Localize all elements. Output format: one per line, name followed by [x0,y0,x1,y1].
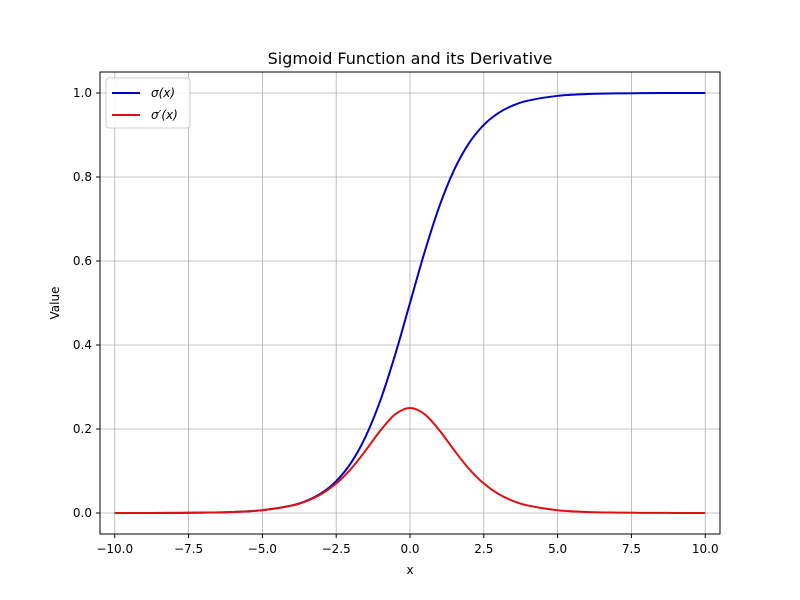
y-tick-label: 0.8 [73,170,92,184]
series-lines [114,92,706,514]
x-tick-label: 2.5 [474,542,493,556]
legend-label-sigma: σ(x) [151,86,175,100]
y-tick-label: 0.2 [73,422,92,436]
x-tick-label: −5.0 [248,542,277,556]
x-tick-label: −10.0 [96,542,133,556]
y-tick-label: 0.6 [73,254,92,268]
x-axis-ticks: −10.0 −7.5 −5.0 −2.5 0.0 2.5 5.0 7.5 10.0 [96,534,719,556]
y-tick-label: 1.0 [73,86,92,100]
x-axis-label: x [406,563,413,577]
x-tick-label: −7.5 [174,542,203,556]
y-tick-label: 0.0 [73,506,92,520]
y-tick-label: 0.4 [73,338,92,352]
x-tick-label: 0.0 [400,542,419,556]
x-tick-label: 10.0 [692,542,719,556]
sigma-derivative-line [114,406,706,514]
y-axis-label: Value [48,287,62,320]
legend: σ(x) σ′(x) [105,77,191,129]
x-tick-label: 5.0 [548,542,567,556]
x-tick-label: 7.5 [622,542,641,556]
x-tick-label: −2.5 [322,542,351,556]
legend-label-sigma-derivative: σ′(x) [151,108,178,122]
y-axis-ticks: 0.0 0.2 0.4 0.6 0.8 1.0 [73,86,100,520]
chart-title: Sigmoid Function and its Derivative [268,49,553,68]
